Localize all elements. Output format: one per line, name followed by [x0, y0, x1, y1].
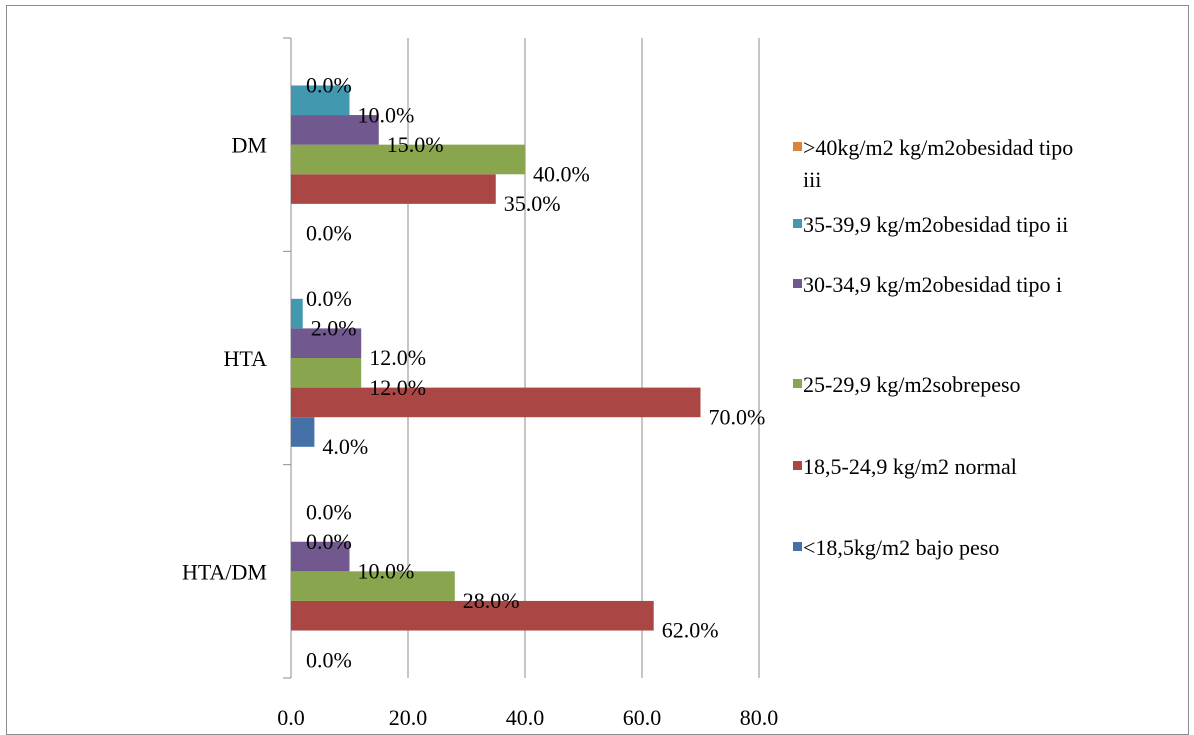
legend-label: 25-29,9 kg/m2sobrepeso: [803, 372, 1021, 397]
legend-label: 30-34,9 kg/m2obesidad tipo i: [803, 272, 1062, 297]
bar: [291, 115, 379, 145]
bar: [291, 358, 362, 388]
legend-label-continued: iii: [803, 167, 821, 192]
data-label: 0.0%: [306, 73, 352, 98]
legend-swatch: [793, 219, 802, 228]
bar: [291, 600, 654, 631]
data-label: 2.0%: [311, 316, 357, 341]
legend-label: >40kg/m2 kg/m2obesidad tipo: [803, 135, 1073, 160]
data-label: 12.0%: [369, 345, 426, 370]
bar: [291, 174, 496, 204]
data-label: 10.0%: [358, 102, 415, 127]
data-label: 12.0%: [369, 375, 426, 400]
bar: [291, 387, 701, 418]
data-label: 0.0%: [306, 221, 352, 246]
bar: [291, 144, 525, 175]
data-label: 35.0%: [504, 191, 561, 216]
data-label: 62.0%: [662, 618, 719, 643]
data-label: 10.0%: [358, 559, 415, 584]
category-label: DM: [232, 133, 267, 158]
data-label: 70.0%: [709, 404, 766, 429]
legend-swatch: [793, 542, 802, 551]
x-tick-label: 20.0: [389, 705, 428, 727]
bar: [291, 541, 350, 572]
data-label: 4.0%: [322, 434, 368, 459]
x-tick-label: 60.0: [623, 705, 662, 727]
category-label: HTA/DM: [182, 559, 267, 584]
bar: [291, 571, 455, 601]
data-label: 0.0%: [306, 286, 352, 311]
bar: [291, 85, 350, 116]
legend-swatch: [793, 279, 802, 288]
data-label: 15.0%: [387, 132, 444, 157]
x-tick-label: 80.0: [740, 705, 779, 727]
legend-swatch: [793, 461, 802, 470]
x-tick-label: 0.0: [277, 705, 305, 727]
legend-label: 35-39,9 kg/m2obesidad tipo ii: [803, 212, 1068, 237]
bar: [291, 328, 362, 358]
legend-swatch: [793, 379, 802, 388]
bar: [291, 298, 303, 329]
category-label: HTA: [224, 346, 268, 371]
x-tick-label: 40.0: [506, 705, 545, 727]
legend-label: <18,5kg/m2 bajo peso: [803, 535, 999, 560]
bar: [291, 417, 315, 447]
legend-label: 18,5-24,9 kg/m2 normal: [803, 454, 1017, 479]
data-label: 0.0%: [306, 499, 352, 524]
data-label: 0.0%: [306, 529, 352, 554]
data-label: 28.0%: [463, 588, 520, 613]
legend-swatch: [793, 142, 802, 151]
data-label: 40.0%: [533, 161, 590, 186]
data-label: 0.0%: [306, 647, 352, 672]
